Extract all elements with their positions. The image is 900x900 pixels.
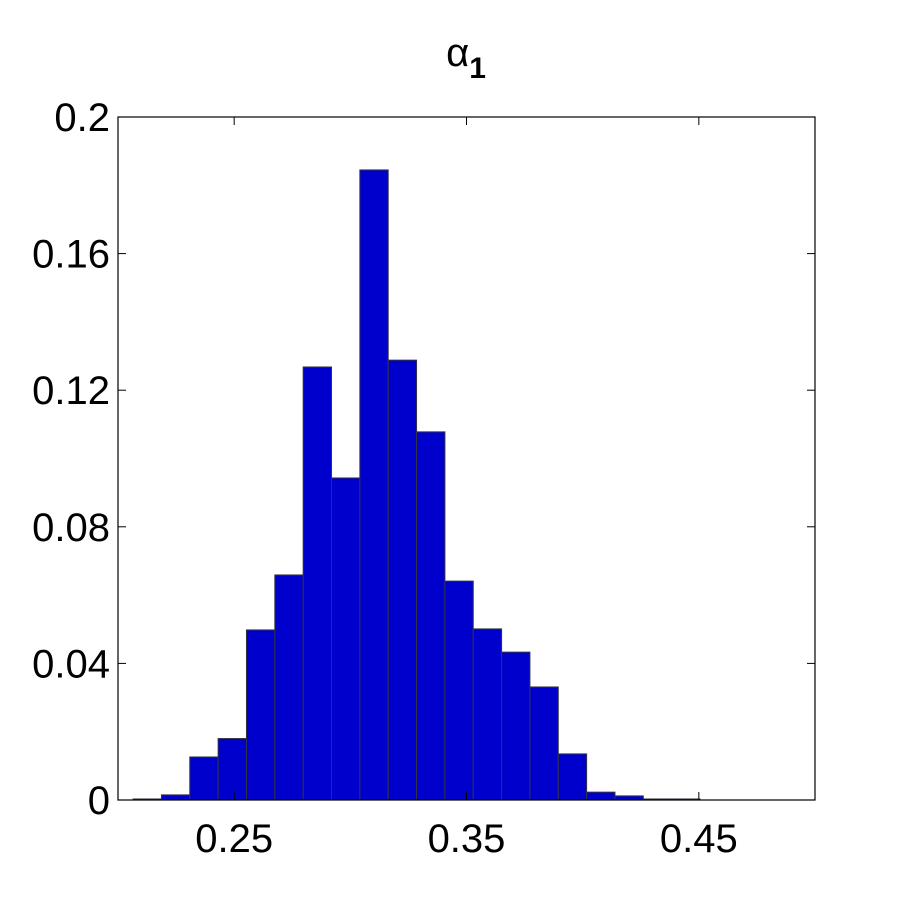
title-main: α (446, 31, 469, 75)
y-tick-label: 0.2 (54, 96, 110, 140)
y-tick-label: 0.12 (32, 369, 110, 413)
bar (189, 756, 219, 801)
x-tick-label: 0.45 (660, 817, 738, 861)
bar (416, 431, 446, 801)
y-tick-label: 0 (88, 779, 110, 823)
bar (245, 629, 276, 801)
bar (529, 686, 559, 801)
bar (160, 794, 191, 801)
y-tick-label: 0.16 (32, 233, 110, 277)
bar (274, 574, 304, 801)
x-tick-label: 0.25 (195, 817, 273, 861)
chart-title: α1 (446, 31, 486, 85)
bar (586, 791, 616, 801)
bar (331, 477, 361, 801)
bar (472, 628, 503, 801)
title-subscript: 1 (469, 52, 486, 85)
y-tick-label: 0.04 (32, 642, 110, 686)
y-tick-label: 0.08 (32, 506, 110, 550)
bar (501, 651, 531, 801)
bar (444, 580, 474, 801)
bar (302, 366, 333, 801)
bar (557, 753, 588, 801)
bar (614, 795, 644, 801)
x-tick-label: 0.35 (428, 817, 506, 861)
bar (387, 359, 418, 801)
bar (359, 169, 389, 801)
bar (217, 738, 247, 801)
